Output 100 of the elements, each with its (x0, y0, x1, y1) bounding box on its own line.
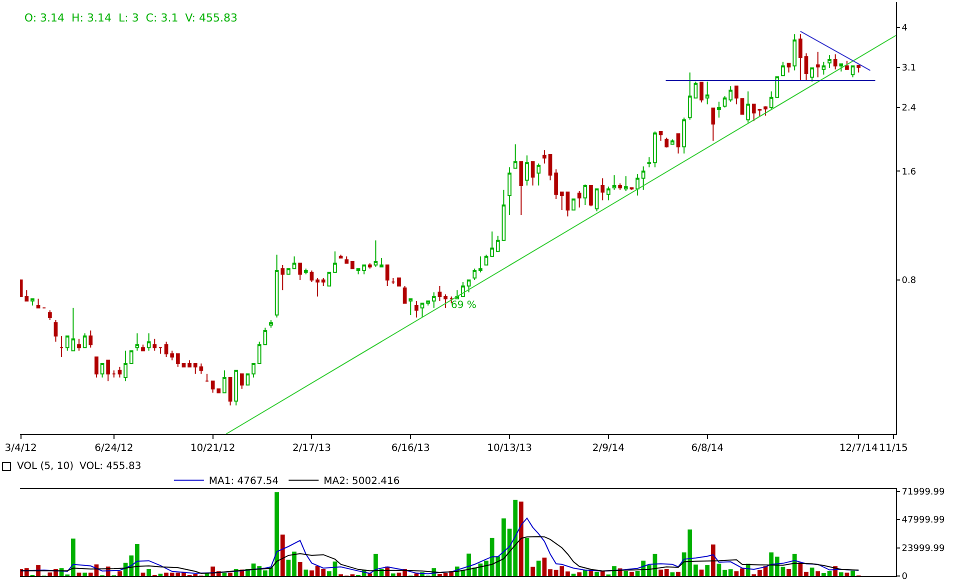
bar (582, 570, 588, 576)
candlestick (653, 131, 657, 168)
candlestick (228, 376, 232, 406)
x-tick-label: 10/13/13 (487, 443, 532, 454)
bar (118, 571, 122, 576)
candlestick (30, 298, 34, 306)
candlestick (484, 254, 488, 266)
candlestick (36, 298, 40, 308)
candlestick (548, 154, 552, 181)
y-tick-label: 4 (902, 23, 908, 34)
candlestick (630, 187, 634, 190)
candlestick (618, 182, 622, 190)
candlestick (298, 262, 302, 281)
candlestick (333, 250, 337, 273)
bar (792, 554, 797, 576)
candlestick (362, 264, 366, 275)
bar (536, 560, 541, 576)
bar (810, 568, 814, 576)
candlestick (77, 338, 81, 352)
candlestick (158, 347, 162, 354)
candlestick (146, 332, 151, 352)
y-tick-label: 0 (902, 572, 908, 582)
candlestick (292, 256, 296, 270)
x-tick-label: 2/17/13 (292, 443, 331, 454)
candlestick (199, 363, 204, 374)
legend-label: MA2: 5002.416 (324, 476, 400, 488)
candlestick (822, 61, 826, 76)
candlestick (100, 363, 104, 378)
candlestick (432, 292, 436, 308)
candlestick (356, 268, 360, 275)
bar (390, 573, 396, 576)
candlestick (118, 366, 122, 378)
candlestick (478, 256, 482, 273)
candlestick (758, 108, 762, 117)
candlestick (798, 34, 802, 82)
y-tick-label: 71999.99 (902, 488, 946, 498)
candlestick (252, 363, 256, 378)
candlestick (804, 52, 808, 82)
candlestick (641, 166, 646, 190)
x-tick-label: 6/16/13 (391, 443, 430, 454)
candlestick (94, 356, 98, 378)
candlestick (444, 294, 448, 308)
bar (786, 568, 791, 576)
candlestick (589, 185, 593, 207)
bar (710, 544, 716, 576)
x-tick-label: 11/15 (879, 443, 908, 454)
bar (699, 570, 704, 576)
candlestick (164, 341, 168, 358)
candlestick (170, 350, 174, 361)
candlestick (316, 278, 320, 298)
bar (280, 534, 285, 576)
candlestick (711, 108, 716, 142)
candlestick (676, 133, 680, 154)
y-tick-label: 3.1 (902, 63, 916, 74)
x-tick-label: 6/8/14 (691, 443, 724, 454)
candlestick (368, 262, 372, 270)
candlestick (722, 96, 727, 108)
candlestick (106, 360, 110, 382)
candlestick (222, 370, 226, 394)
candlestick (583, 184, 588, 206)
candlestick (129, 350, 134, 364)
candlestick (705, 81, 710, 105)
candlestick (746, 90, 750, 124)
candlestick (205, 373, 209, 382)
candlestick (525, 154, 529, 186)
candlestick (694, 81, 698, 98)
candlestick (88, 330, 93, 348)
candlestick (141, 344, 145, 352)
chart-title: VOL (5, 10) (17, 461, 74, 472)
candlestick (624, 176, 628, 192)
bar (298, 562, 302, 576)
candlestick (466, 280, 471, 293)
candlestick (519, 161, 524, 216)
candlestick (688, 72, 692, 120)
candlestick (682, 117, 686, 154)
bar (530, 566, 535, 576)
y-tick-label: 1.6 (902, 167, 916, 178)
x-tick-label: 2/9/14 (592, 443, 625, 454)
candlestick (845, 60, 849, 70)
candlestick (263, 327, 268, 346)
candlestick (274, 254, 279, 318)
candlestick (193, 363, 198, 374)
candlestick (566, 192, 570, 217)
candlestick (304, 268, 308, 275)
candlestick (502, 189, 506, 241)
candlestick (647, 156, 652, 168)
candlestick (391, 278, 396, 284)
candlestick (54, 320, 58, 342)
candlestick (600, 178, 605, 201)
candlestick (536, 163, 541, 186)
candlestick (414, 300, 418, 318)
candlestick (182, 363, 186, 368)
candlestick (176, 353, 180, 368)
bar (844, 572, 850, 576)
candlestick (856, 64, 861, 73)
bar (630, 572, 634, 576)
candlestick (240, 373, 244, 390)
x-tick-label: 3/4/12 (4, 443, 37, 454)
candlestick (402, 286, 407, 304)
text: VOL: 455.83 (80, 461, 142, 472)
